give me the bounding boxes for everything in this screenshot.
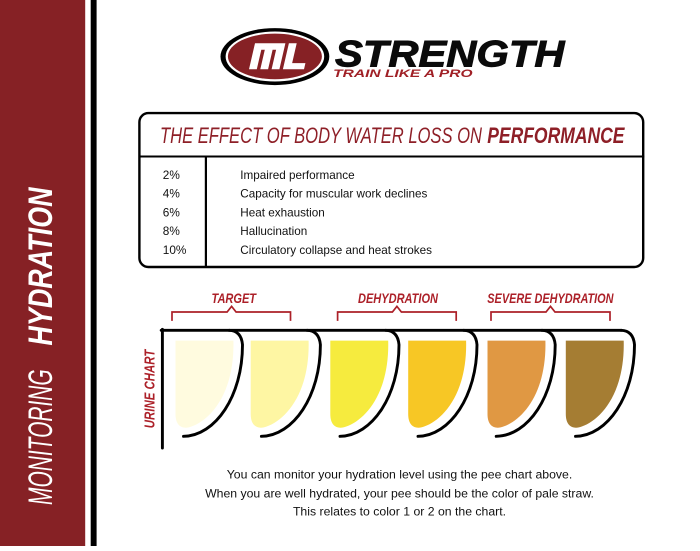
svg-text:URINE CHART: URINE CHART <box>141 348 158 428</box>
svg-text:SEVERE DEHYDRATION: SEVERE DEHYDRATION <box>487 290 614 306</box>
svg-text:STRENGTH: STRENGTH <box>335 32 566 74</box>
svg-text:HYDRATION: HYDRATION <box>22 187 60 346</box>
svg-text:PERFORMANCE: PERFORMANCE <box>487 123 625 148</box>
svg-text:Heat exhaustion: Heat exhaustion <box>240 206 324 219</box>
svg-text:Impaired performance: Impaired performance <box>240 169 354 182</box>
svg-text:THE EFFECT OF BODY WATER LOSS: THE EFFECT OF BODY WATER LOSS ON <box>160 123 482 148</box>
svg-text:6%: 6% <box>163 205 181 219</box>
svg-text:DEHYDRATION: DEHYDRATION <box>358 290 439 306</box>
svg-text:TRAIN LIKE A PRO: TRAIN LIKE A PRO <box>333 68 473 80</box>
svg-text:MONITORING: MONITORING <box>22 369 60 505</box>
svg-text:Circulatory collapse and heat: Circulatory collapse and heat strokes <box>240 244 432 257</box>
svg-text:TARGET: TARGET <box>212 290 258 306</box>
svg-text:8%: 8% <box>163 224 181 238</box>
svg-text:When you are well hydrated, yo: When you are well hydrated, your pee sho… <box>205 486 594 500</box>
svg-text:Capacity for muscular work dec: Capacity for muscular work declines <box>240 188 427 201</box>
svg-text:4%: 4% <box>163 187 181 201</box>
svg-text:10%: 10% <box>163 243 187 257</box>
svg-text:Hallucination: Hallucination <box>240 225 307 238</box>
svg-text:This relates to color 1 or 2 o: This relates to color 1 or 2 on the char… <box>293 505 506 519</box>
svg-text:You can monitor your hydration: You can monitor your hydration level usi… <box>227 468 573 482</box>
svg-text:2%: 2% <box>163 168 181 182</box>
